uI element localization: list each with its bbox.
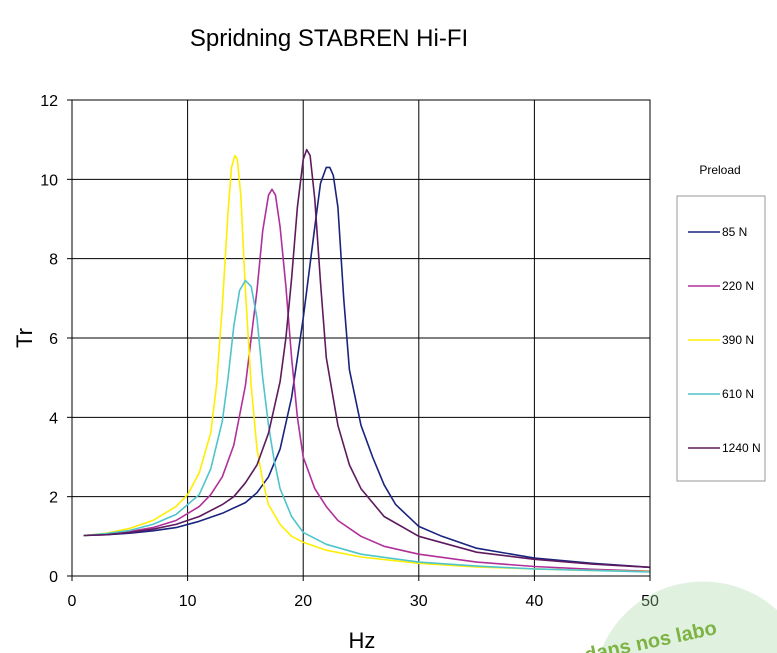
x-axis-ticks: 0 10 20 30 40 50 [68,576,659,610]
x-tick-label: 20 [294,593,312,610]
y-axis-label: Tr [12,328,37,348]
legend: 85 N 220 N 390 N 610 N 1240 N [688,225,761,455]
series-line-390-n [83,154,651,573]
x-tick-label: 30 [410,593,428,610]
series-line-610-n [83,279,651,573]
y-axis-ticks: 0 2 4 6 8 10 12 [40,93,72,586]
legend-box [676,195,766,482]
y-tick-label: 6 [49,331,58,348]
y-tick-label: 2 [49,490,58,507]
chart-title: Spridning STABREN Hi-FI [190,25,468,52]
series-line-1240-n [83,148,651,569]
x-tick-label: 0 [68,593,77,610]
y-tick-label: 8 [49,252,58,269]
stamp-logo: dans nos labo [583,581,777,653]
x-tick-label: 40 [526,593,544,610]
legend-label: 610 N [722,387,754,401]
x-axis-label: Hz [349,628,376,653]
legend-label: 220 N [722,279,754,293]
legend-label: 1240 N [722,441,761,455]
grid [71,99,651,577]
series-line-220-n [83,188,651,572]
y-tick-label: 0 [49,569,58,586]
legend-label: 85 N [722,225,747,239]
x-tick-label: 50 [641,593,659,610]
series-lines [83,148,651,573]
y-tick-label: 12 [40,93,58,110]
legend-title: Preload [699,163,740,177]
legend-label: 390 N [722,333,754,347]
y-tick-label: 4 [49,410,58,427]
series-line-85-n [83,166,651,569]
y-tick-label: 10 [40,172,58,189]
x-tick-label: 10 [179,593,197,610]
